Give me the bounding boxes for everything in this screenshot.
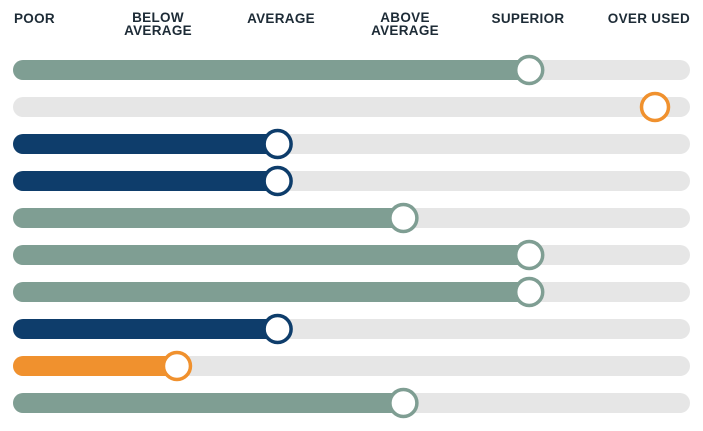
bar-value-marker xyxy=(513,239,545,271)
scale-label-below-average: BELOW AVERAGE xyxy=(124,10,192,38)
rating-row-9 xyxy=(13,350,690,382)
bar-fill xyxy=(13,282,530,302)
rating-row-5 xyxy=(13,202,690,234)
scale-label-over-used: OVER USED xyxy=(607,11,690,26)
bar-fill xyxy=(13,356,177,376)
rating-row-4 xyxy=(13,165,690,197)
bar-value-marker xyxy=(262,128,293,160)
bar-fill xyxy=(13,319,278,339)
bar-value-marker xyxy=(388,387,419,419)
bar-value-marker xyxy=(513,276,545,308)
bar-value-marker xyxy=(639,91,671,123)
rating-row-2 xyxy=(13,91,690,123)
rating-row-10 xyxy=(13,387,690,419)
bar-value-marker xyxy=(388,202,419,234)
bar-fill xyxy=(13,171,278,191)
bar-value-marker xyxy=(161,350,193,382)
bar-fill xyxy=(13,134,278,154)
scale-label-average: AVERAGE xyxy=(247,11,315,26)
rating-row-1 xyxy=(13,54,690,86)
scale-label-superior: SUPERIOR xyxy=(491,11,565,26)
bar-track xyxy=(13,97,690,117)
scale-label-above-average: ABOVE AVERAGE xyxy=(371,10,439,38)
bar-fill xyxy=(13,60,530,80)
bar-value-marker xyxy=(262,313,293,345)
scale-label-poor: POOR xyxy=(14,11,55,26)
rating-row-6 xyxy=(13,239,690,271)
bar-value-marker xyxy=(262,165,293,197)
bar-fill xyxy=(13,245,530,265)
rating-row-3 xyxy=(13,128,690,160)
rating-row-8 xyxy=(13,313,690,345)
bar-value-marker xyxy=(513,54,545,86)
bar-fill xyxy=(13,393,404,413)
bar-fill xyxy=(13,208,404,228)
rating-row-7 xyxy=(13,276,690,308)
scale-header: POOR BELOW AVERAGE AVERAGE ABOVE AVERAGE… xyxy=(0,0,703,50)
